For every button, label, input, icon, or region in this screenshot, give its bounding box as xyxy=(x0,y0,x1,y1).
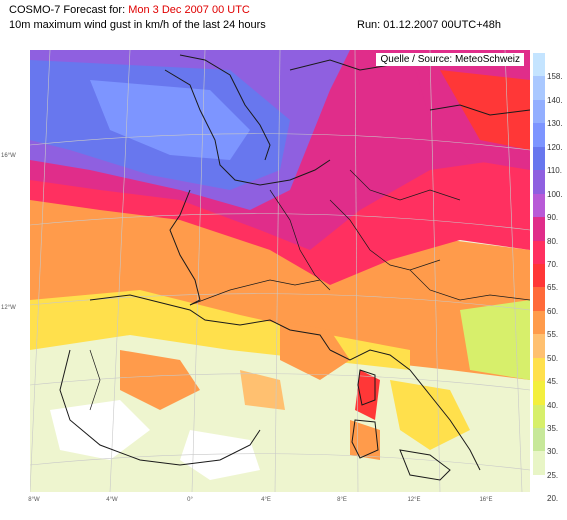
legend-label: 40. xyxy=(547,400,559,410)
iberia-orange-a xyxy=(120,350,200,410)
legend-swatch xyxy=(533,170,545,194)
forecast-subtitle: 10m maximum wind gust in km/h of the las… xyxy=(9,19,266,31)
forecast-title-prefix: COSMO-7 Forecast for: xyxy=(9,4,126,16)
legend-entry: 100. xyxy=(533,170,567,199)
iberia-orange-b xyxy=(240,370,285,410)
legend-swatch xyxy=(533,451,545,475)
legend-label: 80. xyxy=(547,236,559,246)
legend-entry: 55. xyxy=(533,310,567,339)
forecast-date: Mon 3 Dec 2007 00 UTC xyxy=(128,4,250,16)
run-label: Run: 01.12.2007 00UTC+48h xyxy=(357,19,502,31)
legend-entry: 50. xyxy=(533,334,567,363)
legend-entry: 45. xyxy=(533,357,567,386)
lon-label: 4°W xyxy=(106,497,118,503)
lat-label: 12°W xyxy=(1,305,16,311)
legend-label: 55. xyxy=(547,330,559,340)
legend-swatch xyxy=(533,428,545,452)
italy-yellow xyxy=(390,380,470,450)
south-white-b xyxy=(180,430,260,480)
legend-entry: 120. xyxy=(533,123,567,152)
legend-entry: 25. xyxy=(533,451,567,480)
legend-entry: 140. xyxy=(533,76,567,105)
legend-entry: 35. xyxy=(533,404,567,433)
legend-swatch xyxy=(533,334,545,358)
lon-label: 0° xyxy=(187,497,193,503)
legend-label: 70. xyxy=(547,259,559,269)
source-label: Quelle / Source: MeteoSchweiz xyxy=(376,53,524,66)
legend-swatch xyxy=(533,287,545,311)
lon-label: 8°W xyxy=(28,497,40,503)
legend-label: 140. xyxy=(547,95,563,105)
legend-swatch xyxy=(533,99,545,124)
legend-swatch xyxy=(533,404,545,428)
legend-label: 20. xyxy=(547,494,559,504)
storm-lightblue-zone xyxy=(90,80,250,160)
legend-label: 25. xyxy=(547,470,559,480)
legend-entry: 20. xyxy=(533,474,567,503)
legend-label: 30. xyxy=(547,447,559,457)
borders xyxy=(89,169,530,411)
lon-label: 4°E xyxy=(261,497,271,503)
lon-label: 12°E xyxy=(407,497,421,503)
south-white-a xyxy=(50,400,150,460)
legend-swatch xyxy=(533,193,545,218)
legend-swatch xyxy=(533,381,545,405)
graticule xyxy=(30,50,530,492)
legend-swatch xyxy=(533,146,545,171)
legend-label: 50. xyxy=(547,353,559,363)
legend-label: 35. xyxy=(547,424,559,433)
legend-entry: 65. xyxy=(533,263,567,292)
legend-label: 60. xyxy=(547,306,559,316)
forecast-title: COSMO-7 Forecast for: Mon 3 Dec 2007 00 … xyxy=(9,4,250,16)
legend-label: 100. xyxy=(547,189,563,199)
legend-swatch xyxy=(533,357,545,382)
legend-entry: 90. xyxy=(533,193,567,222)
legend-entry: 70. xyxy=(533,240,567,269)
wind-gust-map: Quelle / Source: MeteoSchweiz xyxy=(30,50,530,492)
lon-label: 8°E xyxy=(337,497,347,503)
corsica-red xyxy=(355,370,380,420)
legend-label: 130. xyxy=(547,119,563,129)
legend-label: 158. xyxy=(547,72,563,82)
legend-swatch xyxy=(533,474,545,499)
legend-swatch xyxy=(533,240,545,264)
legend-label: 45. xyxy=(547,377,559,387)
legend-entry: 60. xyxy=(533,287,567,316)
legend-entry: 30. xyxy=(533,428,567,456)
moderate-gust-zone xyxy=(30,180,530,380)
legend-entry: 110. xyxy=(533,146,567,175)
legend-swatch xyxy=(533,310,545,335)
legend-swatch xyxy=(533,123,545,147)
legend-label: 65. xyxy=(547,283,559,293)
legend-entry: 40. xyxy=(533,381,567,410)
legend-swatch xyxy=(533,76,545,100)
legend-entry: 130. xyxy=(533,99,567,128)
legend-swatch xyxy=(533,217,545,241)
northeast-red xyxy=(440,70,530,150)
legend-swatch xyxy=(533,53,545,77)
balkan-green xyxy=(460,300,530,380)
legend-entry: 80. xyxy=(533,217,567,246)
lat-label: 16°W xyxy=(1,153,16,159)
gulf-of-lion-orange xyxy=(280,320,350,380)
legend-label: 110. xyxy=(547,166,562,176)
legend-entry: 158. xyxy=(533,53,567,81)
lon-label: 16°E xyxy=(479,497,493,503)
color-legend: 158. 140. 130. 120. 110. 100. 90. 80. 70. 65. 60. 5… xyxy=(533,53,567,503)
legend-swatch xyxy=(533,263,545,288)
coastlines xyxy=(59,54,530,481)
legend-label: 120. xyxy=(547,142,563,152)
legend-label: 90. xyxy=(547,213,559,223)
